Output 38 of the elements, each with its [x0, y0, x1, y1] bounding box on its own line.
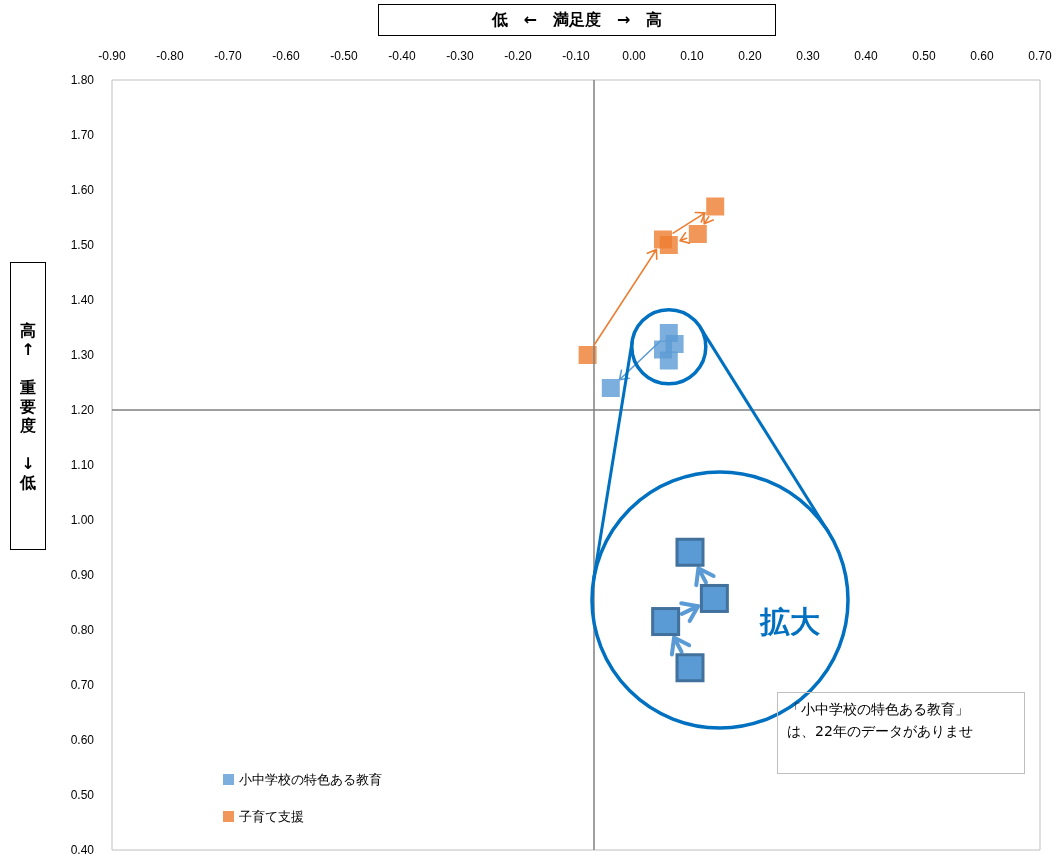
y-tick-label: 1.00 [70, 513, 95, 527]
x-tick-label: -0.10 [562, 49, 590, 63]
y-tick-label: 1.20 [70, 403, 95, 417]
y-tick-label: 0.60 [70, 733, 95, 747]
x-tick-label: 0.00 [622, 49, 646, 63]
legend-label: 小中学校の特色ある教育 [239, 772, 382, 787]
x-tick-label: 0.30 [796, 49, 820, 63]
x-tick-label: -0.20 [504, 49, 532, 63]
x-tick-label: 0.60 [970, 49, 994, 63]
legend-label: 子育て支援 [239, 809, 304, 824]
y-tick-label: 1.40 [70, 293, 95, 307]
y-tick-label: 1.50 [70, 238, 95, 252]
y-tick-label: 1.70 [70, 128, 95, 142]
y-tick-label: 0.80 [70, 623, 95, 637]
x-tick-label: -0.70 [214, 49, 242, 63]
y-tick-label: 1.10 [70, 458, 95, 472]
x-tick-label: -0.40 [388, 49, 416, 63]
y-tick-label: 1.30 [70, 348, 95, 362]
y-tick-label: 1.60 [70, 183, 95, 197]
x-tick-label: -0.60 [272, 49, 300, 63]
y-tick-label: 0.40 [70, 843, 95, 857]
x-tick-label: -0.80 [156, 49, 184, 63]
annotation: 「小中学校の特色ある教育」は、22年のデータがありませ [787, 700, 974, 741]
x-tick-label: 0.10 [680, 49, 704, 63]
x-tick-label: 0.20 [738, 49, 762, 63]
y-tick-label: 0.70 [70, 678, 95, 692]
annotation: 拡大 [760, 603, 820, 641]
x-axis-title: 低 ← 満足度 → 高 [378, 4, 776, 36]
y-tick-label: 0.90 [70, 568, 95, 582]
x-tick-label: -0.50 [330, 49, 358, 63]
x-tick-label: -0.30 [446, 49, 474, 63]
y-tick-label: 1.80 [70, 73, 95, 87]
y-tick-label: 0.50 [70, 788, 95, 802]
x-tick-label: -0.90 [98, 49, 126, 63]
x-tick-label: 0.50 [912, 49, 936, 63]
y-axis-title: 高↑ 重要度 ↓低 [20, 320, 36, 492]
x-tick-label: 0.70 [1028, 49, 1052, 63]
x-tick-label: 0.40 [854, 49, 878, 63]
